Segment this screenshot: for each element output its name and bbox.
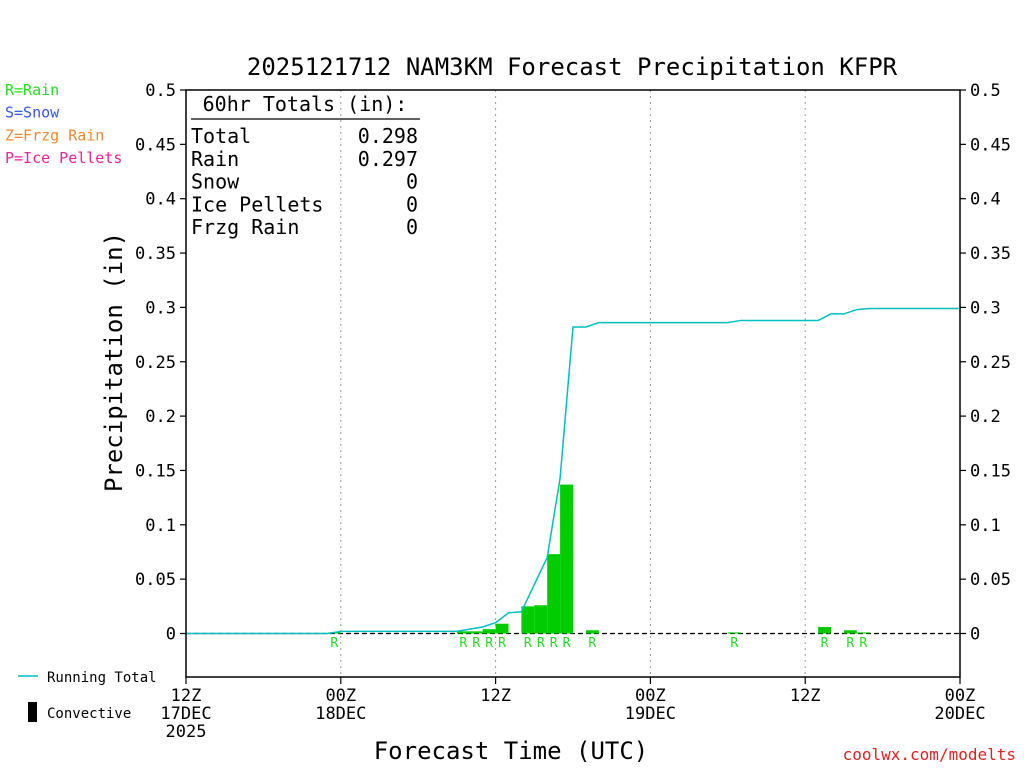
y-tick-label-right-5: 0.25 [970,353,1011,373]
totals-value-2: 0 [406,170,418,194]
x-tick-label-5: 00Z 20DEC [934,686,985,724]
ptype-legend-3: P=Ice Pellets [5,149,122,167]
running-total-line [186,307,960,635]
y-tick-label-left-3: 0.15 [135,461,176,481]
convective-legend-swatch [28,702,37,722]
y-tick-label-right-3: 0.15 [970,461,1011,481]
totals-value-0: 0.298 [358,124,418,148]
y-tick-label-left-4: 0.2 [145,407,176,427]
precip-bar-6 [534,605,548,634]
ptype-legend-1: S=Snow [5,104,60,122]
totals-label-1: Rain [191,147,239,171]
y-tick-label-right-1: 0.05 [970,570,1011,590]
ptype-mark-12: R [846,636,854,651]
ptype-mark-5: R [524,636,532,651]
totals-label-0: Total [191,124,251,148]
y-tick-label-left-0: 0 [166,625,176,645]
ptype-mark-1: R [459,636,467,651]
y-tick-label-left-7: 0.35 [135,244,176,264]
totals-box: 60hr Totals (in): Total 0.298 Rain 0.297 Sno… [191,92,420,239]
precip-bar-10 [727,632,741,634]
x-tick-label-3: 00Z 19DEC [625,686,676,724]
x-tick-label-0: 12Z 17DEC 2025 [160,686,211,742]
precip-bar-1 [456,631,470,634]
y-tick-label-left-1: 0.05 [135,570,176,590]
y-tick-label-right-7: 0.35 [970,244,1011,264]
chart-title: 2025121712 NAM3KM Forecast Precipitation… [247,53,898,81]
y-tick-label-right-9: 0.45 [970,135,1011,155]
credit-text: coolwx.com/modelts [843,745,1016,764]
ptype-mark-7: R [550,636,558,651]
totals-rows: Total 0.298 Rain 0.297 Snow 0 Ice Pellets 0 Frzg… [191,124,418,239]
y-tick-label-left-2: 0.1 [145,516,176,536]
grid-layer [340,90,806,677]
x-tick-label-4: 12Z [790,686,821,706]
series-legend: Running Total Convective [18,670,157,722]
precip-bar-11 [818,626,831,634]
convective-legend-label: Convective [47,706,131,722]
y-tick-label-right-4: 0.2 [970,407,1001,427]
y-tick-label-left-9: 0.45 [135,135,176,155]
ptype-mark-9: R [588,636,596,651]
precip-bar-5 [521,606,535,634]
y-tick-label-left-8: 0.4 [145,190,176,210]
plot-frame [185,89,961,678]
y-tick-label-right-2: 0.1 [970,516,1001,536]
y-axis-right: 0 0.05 0.1 0.15 0.2 0.25 0.3 0.35 0.4 0.45 0.5 [960,81,1011,645]
bars-layer [327,484,870,634]
totals-header: 60hr Totals (in): [203,92,408,116]
precip-bar-12 [843,630,857,634]
precip-bar-3 [482,629,496,634]
totals-value-1: 0.297 [358,147,418,171]
ptype-mark-6: R [537,636,545,651]
totals-label-3: Ice Pellets [191,192,323,216]
x-tick-label-2: 12Z [480,686,511,706]
y-axis-left: 0 0.05 0.1 0.15 0.2 0.25 0.3 0.35 0.4 0.45 0.5 [135,81,186,645]
y-tick-label-left-10: 0.5 [145,81,176,101]
y-tick-label-right-8: 0.4 [970,190,1001,210]
running-total-legend-label: Running Total [47,670,157,686]
x-tick-label-1: 00Z 18DEC [315,686,366,724]
precip-bar-9 [585,630,599,634]
precip-bar-2 [469,631,483,634]
ptype-mark-11: R [821,636,829,651]
x-axis-label: Forecast Time (UTC) [374,737,649,765]
totals-value-3: 0 [406,192,418,216]
ptype-mark-10: R [730,636,738,651]
ptype-mark-2: R [472,636,480,651]
totals-value-4: 0 [406,215,418,239]
ptype-mark-4: R [498,636,506,651]
precip-bar-8 [560,484,573,634]
ptype-mark-8: R [563,636,571,651]
x-axis: 12Z 17DEC 2025 00Z 18DEC 12Z 00Z 19DEC 12Z 00Z 20D… [160,677,986,742]
y-tick-label-right-0: 0 [970,625,980,645]
ptype-legend-2: Z=Frzg Rain [5,126,104,144]
totals-label-4: Frzg Rain [191,215,299,239]
ptype-legend-0: R=Rain [5,81,59,99]
totals-label-2: Snow [191,170,240,194]
y-tick-label-right-6: 0.3 [970,298,1001,318]
precip-bar-7 [547,554,561,634]
y-axis-label: Precipitation (in) [100,232,128,492]
ptype-mark-13: R [859,636,867,651]
precip-bar-13 [856,632,870,634]
ptype-mark-0: R [330,636,338,651]
y-tick-label-right-10: 0.5 [970,81,1001,101]
ptype-legend: R=Rain S=Snow Z=Frzg Rain P=Ice Pellets [5,81,122,167]
ptype-mark-3: R [485,636,493,651]
precip-bar-4 [495,623,509,634]
y-tick-label-left-6: 0.3 [145,298,176,318]
y-tick-label-left-5: 0.25 [135,353,176,373]
